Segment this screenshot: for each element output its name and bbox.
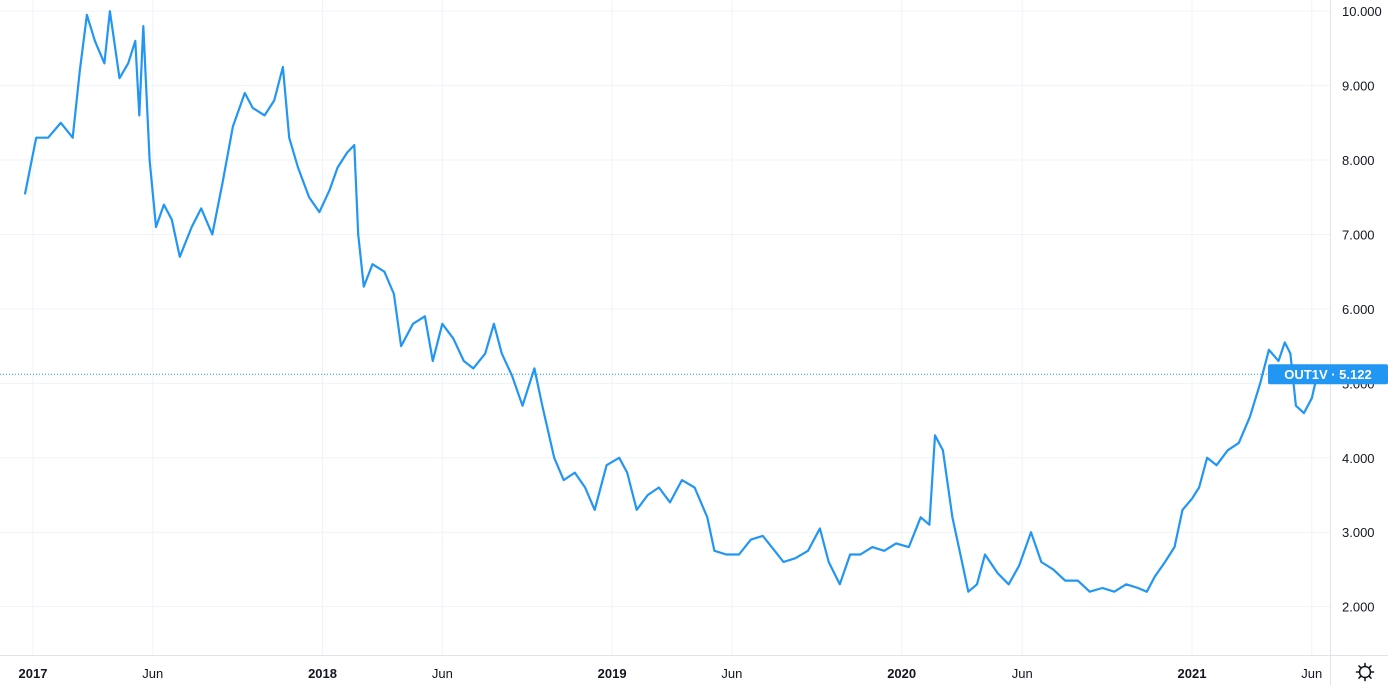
y-tick-label: 3.000: [1342, 525, 1375, 540]
last-value-label: OUT1V · 5.122: [1284, 367, 1371, 382]
x-tick-label: Jun: [142, 666, 163, 681]
y-tick-label: 4.000: [1342, 451, 1375, 466]
x-axis-ticks: 2017 Jun 2018 Jun 2019 Jun 2020 Jun 2021 Jun: [19, 666, 1323, 681]
x-tick-label: Jun: [1301, 666, 1322, 681]
series-layer: [24, 10, 1319, 593]
y-tick-label: 6.000: [1342, 302, 1375, 317]
y-tick-label: 2.000: [1342, 600, 1375, 615]
x-tick-label: 2018: [308, 666, 337, 681]
x-tick-label: Jun: [721, 666, 742, 681]
y-axis-ticks: 2.0003.0004.0005.0006.0007.0008.0009.000…: [1342, 4, 1382, 614]
gear-tooth: [1368, 665, 1372, 669]
last-value-label-group: OUT1V · 5.122: [0, 364, 1388, 385]
series-line-out1v: [24, 10, 1319, 593]
x-tick-label: 2021: [1178, 666, 1207, 681]
grid-lines: [0, 0, 1330, 655]
x-tick-label: Jun: [1012, 666, 1033, 681]
y-tick-label: 8.000: [1342, 153, 1375, 168]
gear-tooth: [1358, 665, 1362, 669]
y-tick-label: 9.000: [1342, 79, 1375, 94]
gear-tooth: [1358, 675, 1362, 679]
y-tick-label: 10.000: [1342, 4, 1382, 19]
gear-tooth: [1368, 675, 1372, 679]
x-tick-label: 2017: [19, 666, 48, 681]
x-tick-label: 2019: [598, 666, 627, 681]
x-tick-label: 2020: [887, 666, 916, 681]
settings-button[interactable]: [1353, 660, 1377, 684]
x-tick-label: Jun: [432, 666, 453, 681]
last-value-badge: [1268, 364, 1388, 385]
y-tick-label: 7.000: [1342, 227, 1375, 242]
